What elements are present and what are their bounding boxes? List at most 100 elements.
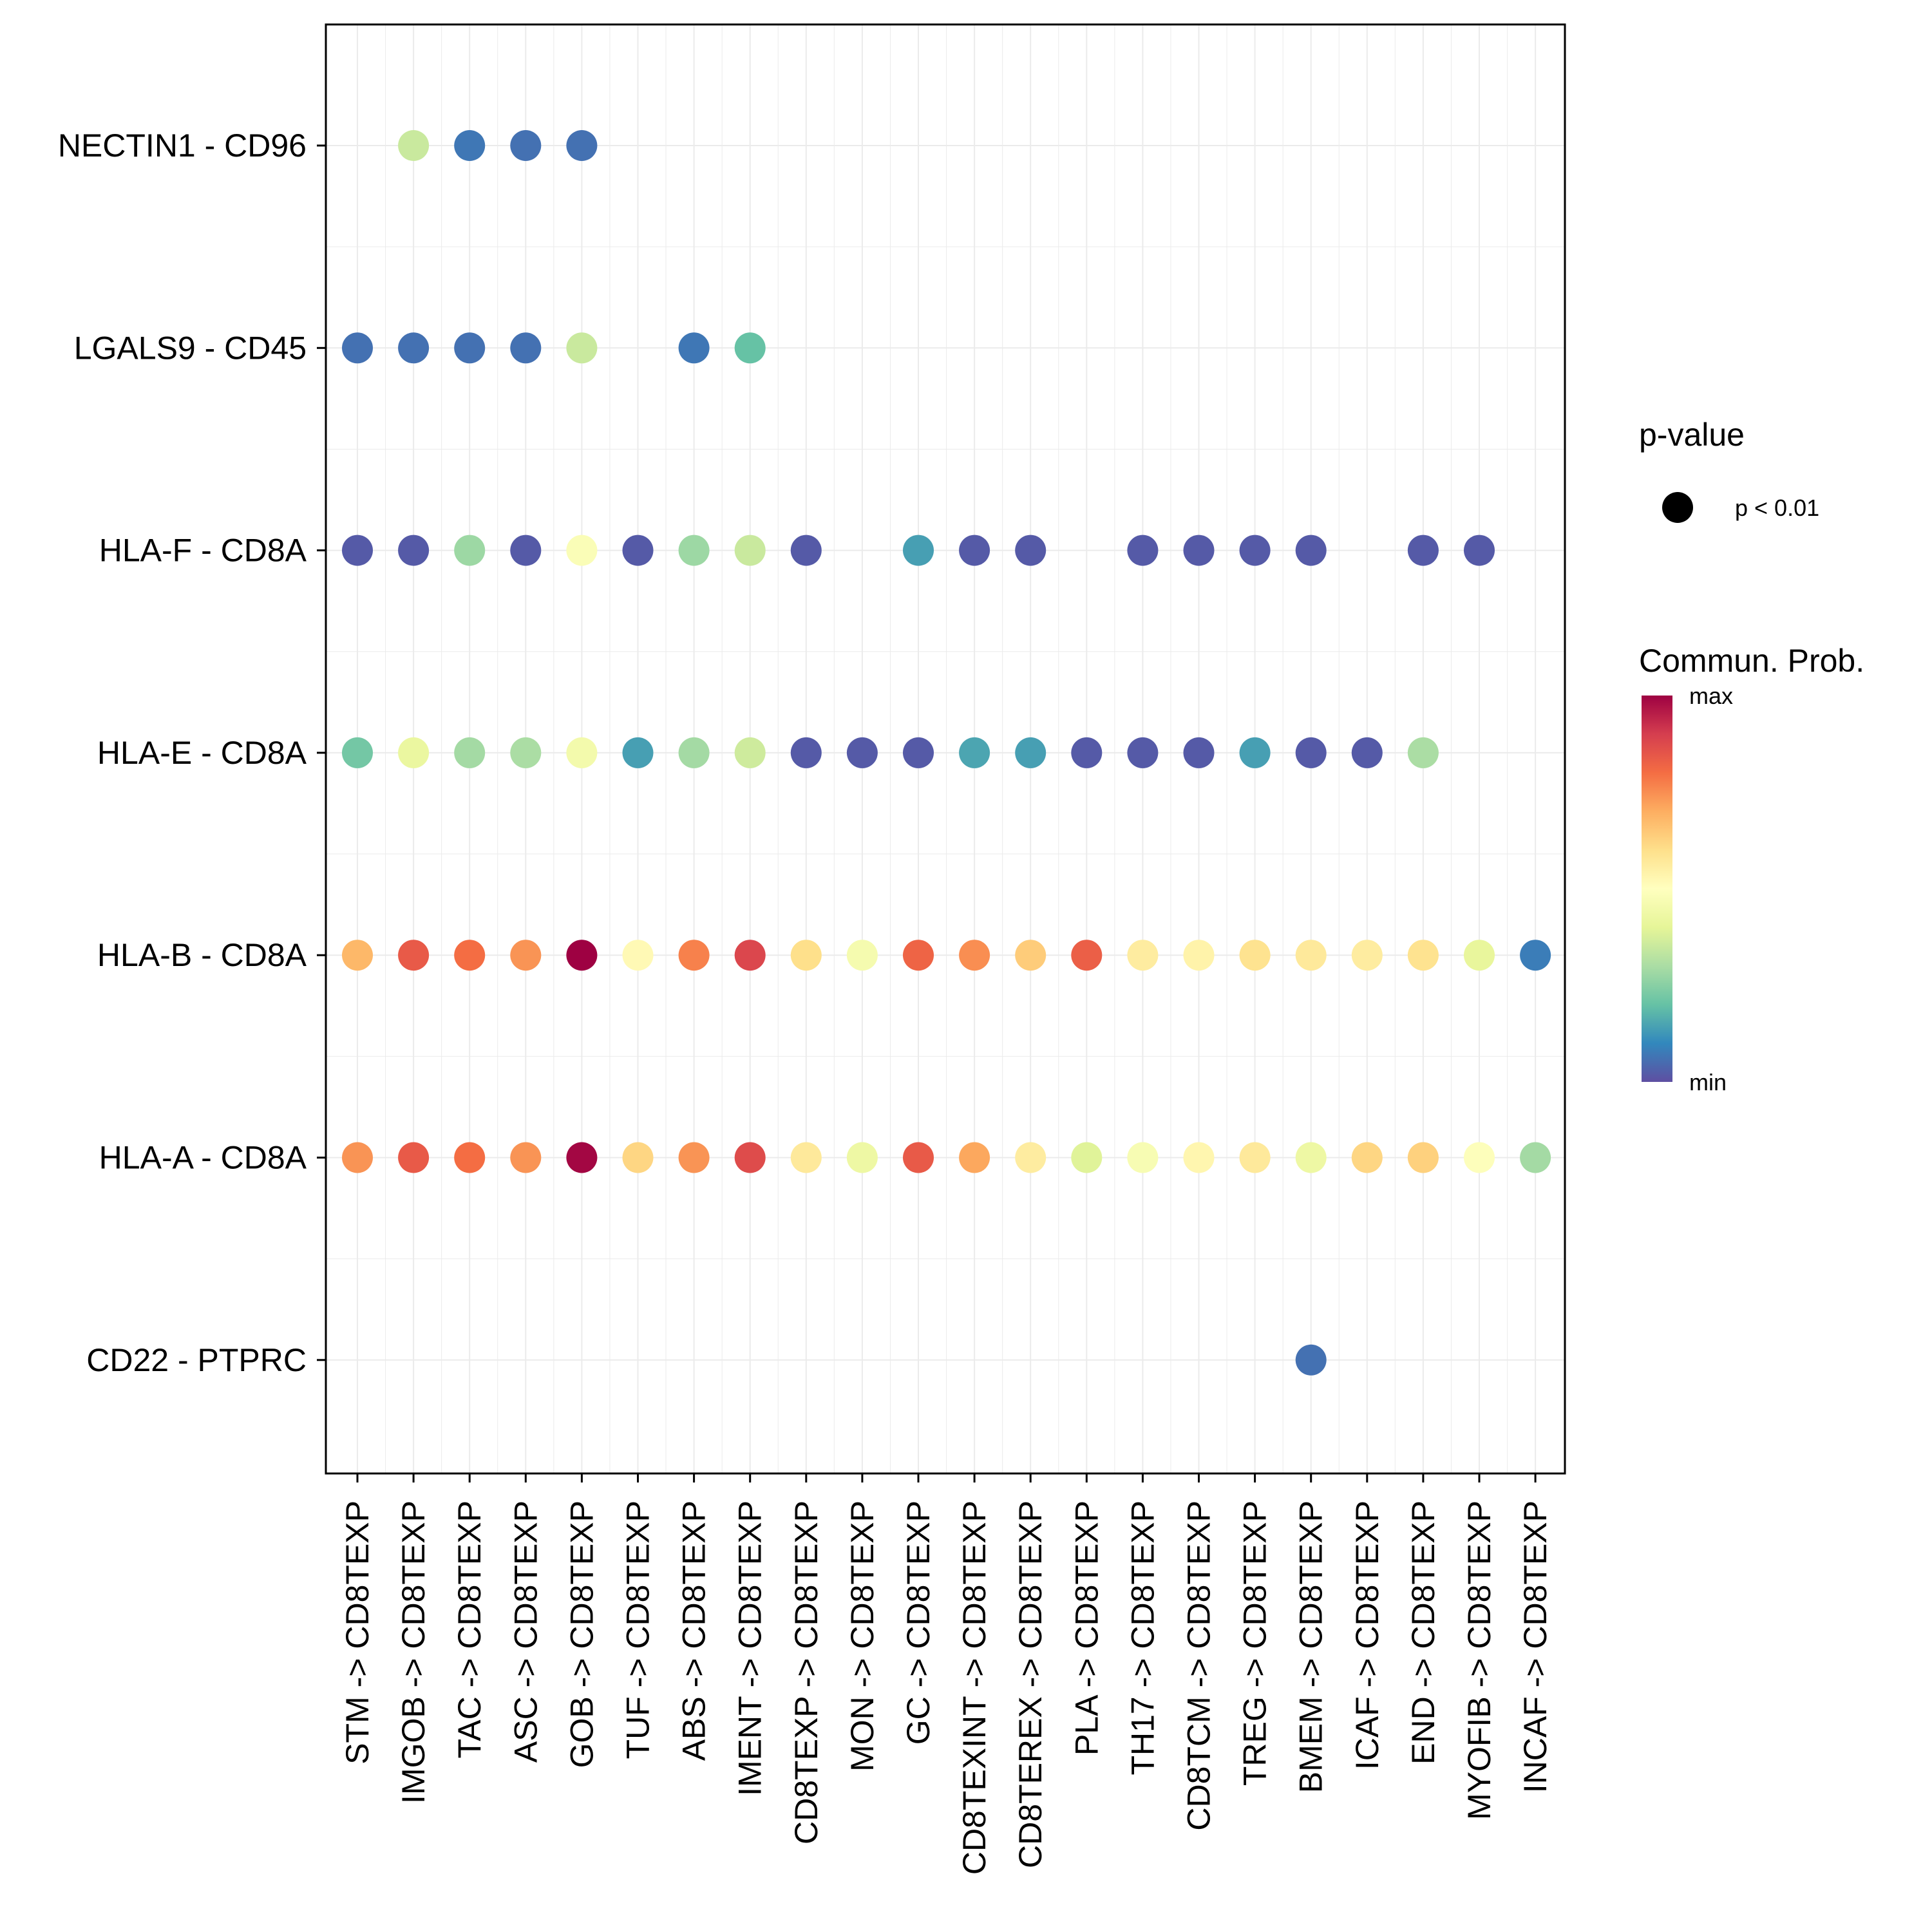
dot-point [790,1142,822,1173]
x-axis: STM -> CD8TEXP IMGOB -> CD8TEXP TAC -> CD8… [339,1473,1553,1875]
dot-point [678,737,710,768]
dot-point [678,940,710,971]
dot-point [678,332,710,364]
dot-point [1464,535,1495,566]
dot-point [1295,535,1327,566]
dot-point [1407,737,1439,768]
dot-point [1351,1142,1383,1173]
dot-point [342,737,373,768]
dot-point [1520,1142,1551,1173]
dot-point [342,1142,373,1173]
dot-point [622,940,654,971]
dot-point [846,737,878,768]
x-tick-label: IMENT -> CD8TEXP [732,1501,768,1796]
dot-point [1351,737,1383,768]
dot-point [734,332,766,364]
colorbar-min-label: min [1689,1069,1727,1095]
colorbar-max-label: max [1689,683,1733,709]
dot-point [1520,940,1551,971]
x-tick-label: PLA -> CD8TEXP [1068,1501,1104,1756]
x-tick-label: STM -> CD8TEXP [339,1501,375,1765]
dot-point [398,940,430,971]
dot-point [1464,940,1495,971]
dot-point [566,535,598,566]
dot-point [959,940,990,971]
pvalue-legend-dot [1662,492,1693,523]
dot-point [1015,940,1046,971]
x-tick-label: GOB -> CD8TEXP [564,1501,600,1768]
dot-point [903,535,934,566]
x-tick-label: MON -> CD8TEXP [844,1501,880,1772]
dot-point [1071,940,1103,971]
dot-point [622,535,654,566]
dot-point [1015,535,1046,566]
dot-point [1127,1142,1159,1173]
dot-point [903,737,934,768]
dot-point [1239,1142,1271,1173]
dot-point [959,737,990,768]
plot-panel-border [325,23,1566,1475]
dot-point [959,535,990,566]
colorbar-title: Commun. Prob. [1639,643,1864,679]
x-tick-label: END -> CD8TEXP [1405,1501,1441,1765]
x-tick-label: ASC -> CD8TEXP [507,1501,544,1763]
x-tick-label: ABS -> CD8TEXP [676,1501,712,1761]
dot-point [734,1142,766,1173]
x-tick-label: TREG -> CD8TEXP [1237,1501,1273,1786]
dot-point [1183,1142,1215,1173]
dot-point [790,940,822,971]
dot-point [1407,1142,1439,1173]
dot-point [510,535,542,566]
x-tick-label: INCAF -> CD8TEXP [1517,1501,1553,1793]
dot-point [454,940,486,971]
dot-point [510,1142,542,1173]
dot-point [734,535,766,566]
x-tick-label: TH17 -> CD8TEXP [1124,1501,1160,1776]
y-tick-label: CD22 - PTPRC [86,1342,307,1378]
dot-point [1464,1142,1495,1173]
dot-point [1239,737,1271,768]
dot-point [454,737,486,768]
x-tick-label: TUF -> CD8TEXP [620,1501,656,1759]
y-tick-label: HLA-A - CD8A [99,1140,307,1176]
dot-point [1407,535,1439,566]
dot-point [1295,1344,1327,1376]
dot-point [398,332,430,364]
pvalue-legend-title: p-value [1639,417,1745,453]
dot-point [790,535,822,566]
dot-point [510,940,542,971]
x-tick-label: ICAF -> CD8TEXP [1349,1501,1385,1770]
dot-point [510,737,542,768]
dot-point [1407,940,1439,971]
dot-point [1183,940,1215,971]
dot-point [398,130,430,161]
dot-point [1239,535,1271,566]
y-axis: NECTIN1 - CD96 LGALS9 - CD45 HLA-F - CD8A H… [58,128,326,1378]
dot-point [566,332,598,364]
dot-point [454,332,486,364]
dot-point [734,940,766,971]
y-tick-label: LGALS9 - CD45 [74,330,307,366]
dot-point [734,737,766,768]
dot-point [1015,737,1046,768]
dot-point [1183,535,1215,566]
dot-point [622,737,654,768]
dot-point [1015,1142,1046,1173]
dot-point [1183,737,1215,768]
x-tick-label: IMGOB -> CD8TEXP [395,1501,431,1804]
dot-point [398,1142,430,1173]
dot-point [566,130,598,161]
dot-point [846,1142,878,1173]
dot-point [1295,737,1327,768]
legend: p-value p < 0.01 Commun. Prob. max min [1639,417,1864,1095]
dot-point [903,940,934,971]
dot-point [1071,1142,1103,1173]
dots-layer [342,130,1551,1376]
dot-point [1351,940,1383,971]
dot-point [678,1142,710,1173]
x-tick-label: CD8TEXP -> CD8TEXP [788,1501,824,1844]
dot-point [398,737,430,768]
x-tick-label: CD8TCM -> CD8TEXP [1181,1501,1217,1831]
dot-point [342,535,373,566]
